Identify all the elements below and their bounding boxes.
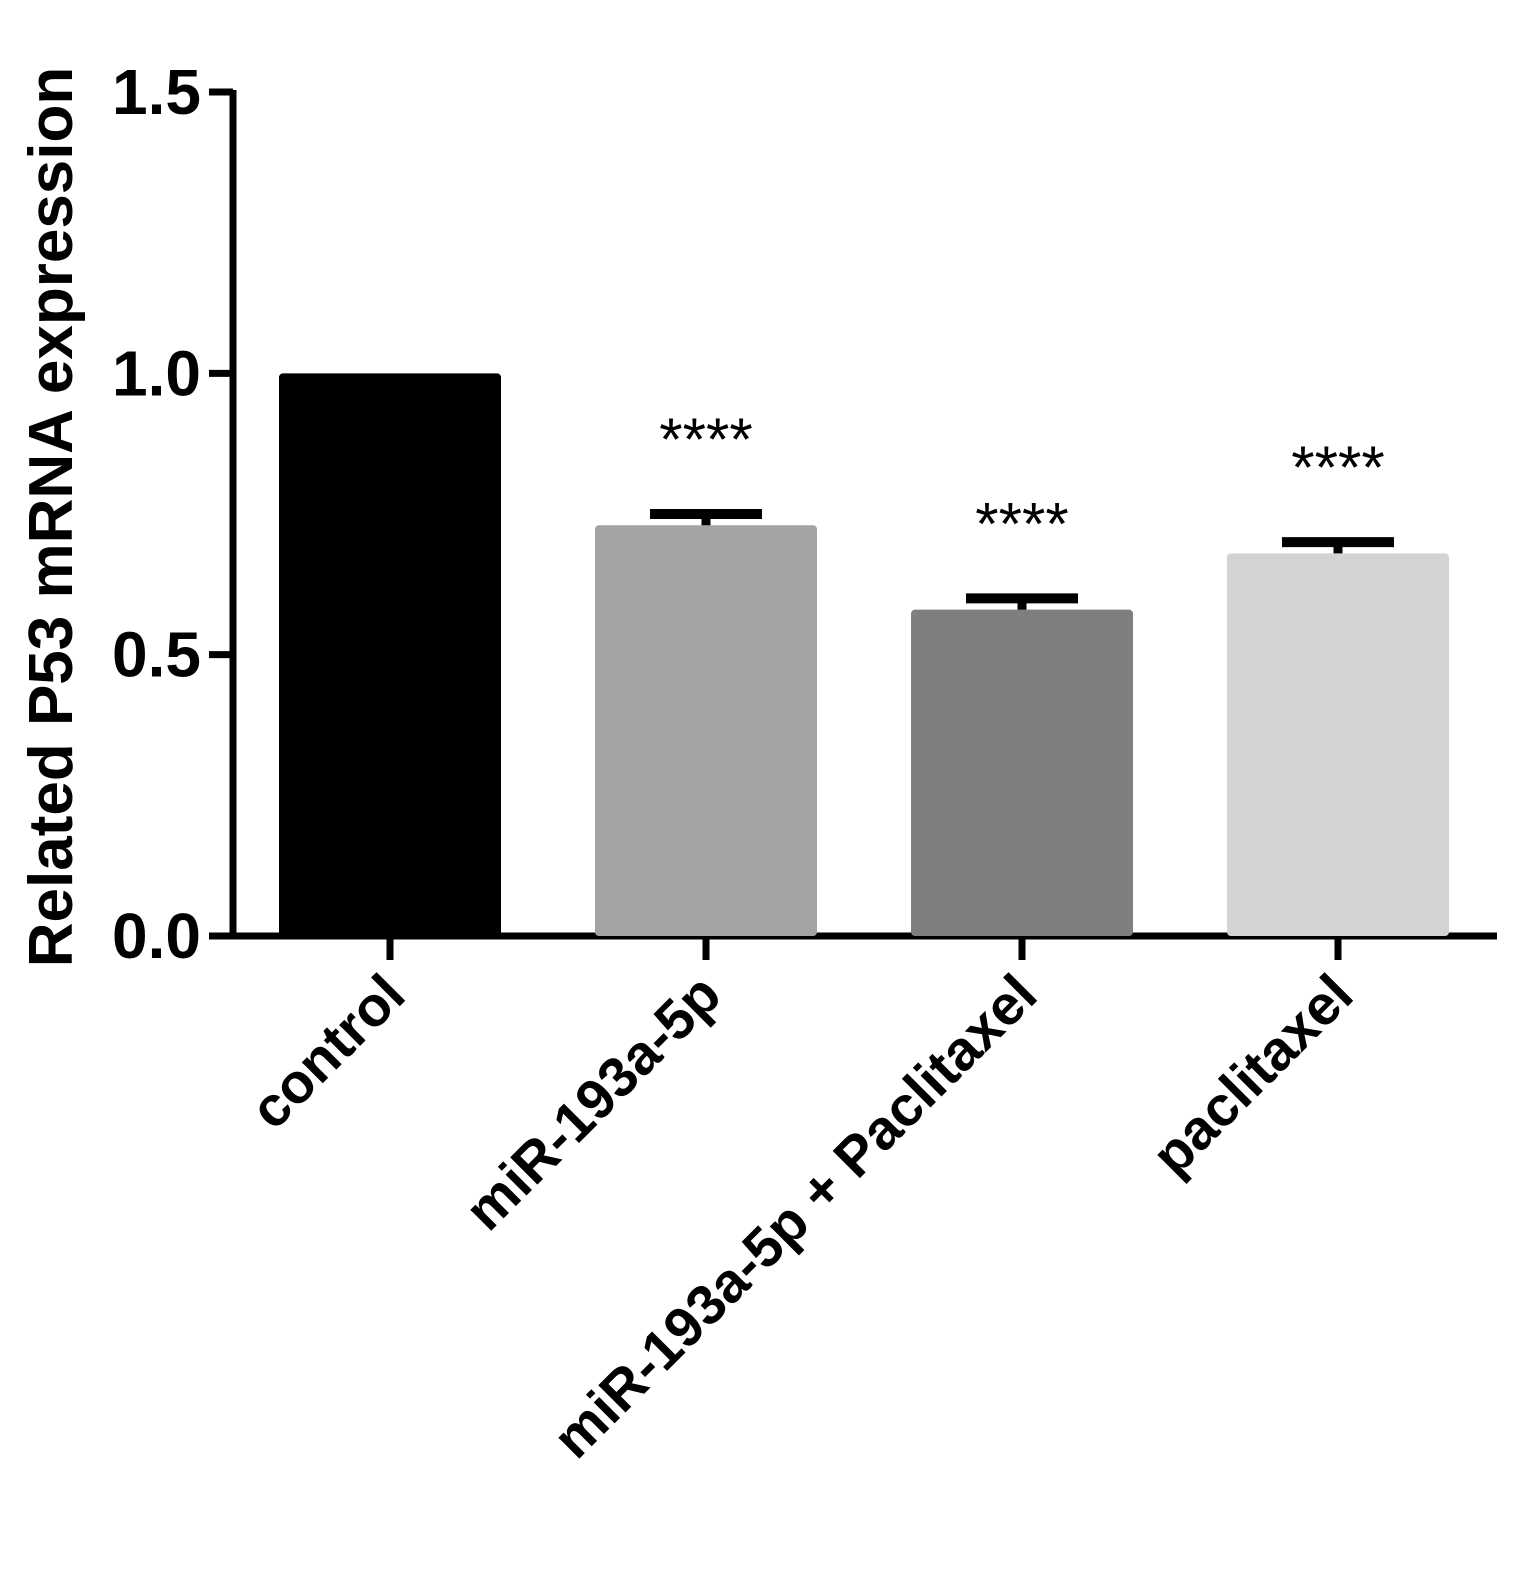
bars: **** **** **** xyxy=(279,373,1449,936)
bar xyxy=(1227,553,1449,936)
significance-label: **** xyxy=(1291,434,1384,501)
significance-label: **** xyxy=(975,490,1068,557)
x-axis xyxy=(230,932,1497,960)
bar xyxy=(279,373,501,936)
bar xyxy=(911,609,1133,936)
y-tick-label: 1.0 xyxy=(112,337,201,409)
y-tick-label: 0.0 xyxy=(112,900,201,972)
y-axis: 0.0 0.5 1.0 1.5 xyxy=(112,56,237,972)
significance-label: **** xyxy=(659,406,752,473)
y-tick-label: 0.5 xyxy=(112,619,201,691)
y-axis-title: Related P53 mRNA expression xyxy=(17,67,86,967)
bar xyxy=(595,525,817,936)
x-tick-label: miR-193a-5p xyxy=(452,962,732,1242)
y-tick-label: 1.5 xyxy=(112,56,201,128)
x-tick-label: control xyxy=(238,962,417,1141)
x-tick-label: paclitaxel xyxy=(1139,962,1364,1187)
